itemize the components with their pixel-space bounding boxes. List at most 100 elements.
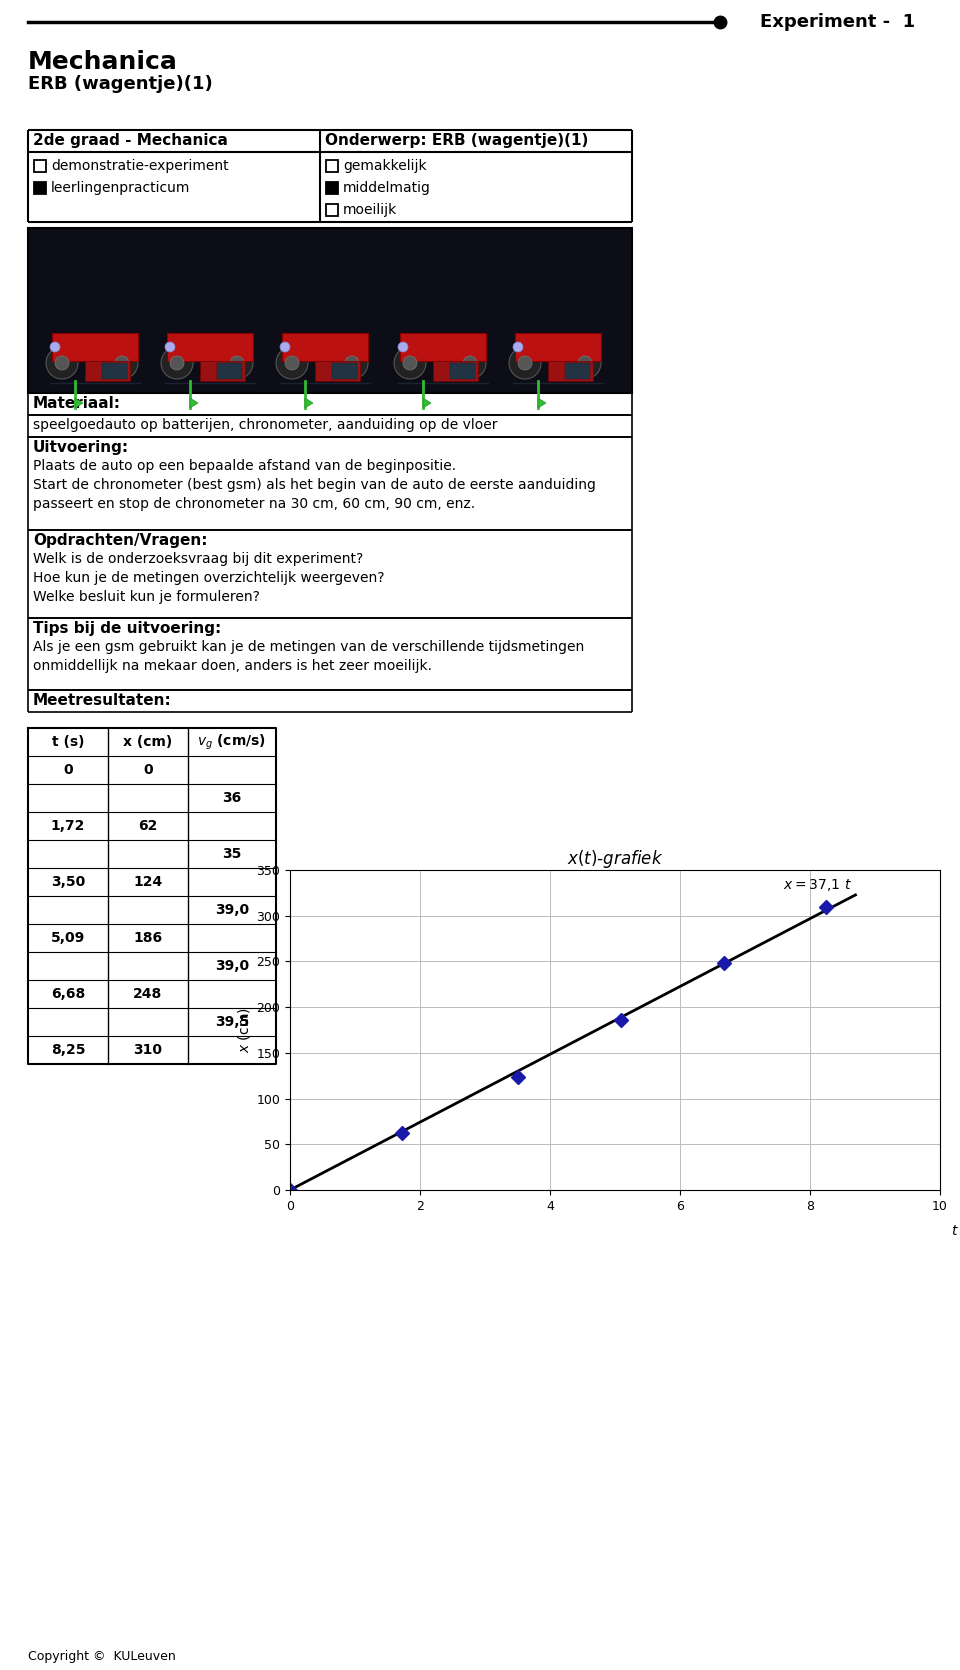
Bar	[326, 204, 338, 215]
Circle shape	[509, 347, 541, 379]
Text: 124: 124	[133, 875, 162, 888]
Bar	[326, 160, 338, 172]
Text: $t$ (s): $t$ (s)	[950, 1222, 960, 1237]
Text: Hoe kun je de metingen overzichtelijk weergeven?: Hoe kun je de metingen overzichtelijk we…	[33, 571, 385, 584]
Circle shape	[336, 347, 368, 379]
Text: 310: 310	[133, 1044, 162, 1057]
Bar	[315, 361, 360, 381]
Text: 248: 248	[133, 987, 162, 1000]
Circle shape	[106, 347, 138, 379]
Text: $x(t)$-grafiek: $x(t)$-grafiek	[567, 848, 663, 870]
Bar	[34, 182, 46, 194]
Text: Uitvoering:: Uitvoering:	[33, 439, 130, 454]
Bar	[28, 229, 632, 392]
Circle shape	[454, 347, 486, 379]
Circle shape	[463, 356, 477, 371]
Bar	[565, 362, 590, 379]
Text: leerlingenpracticum: leerlingenpracticum	[51, 180, 190, 195]
Text: 3,50: 3,50	[51, 875, 85, 888]
Circle shape	[403, 356, 417, 371]
Bar	[167, 332, 253, 361]
Text: $v_g$ (cm/s): $v_g$ (cm/s)	[198, 733, 267, 752]
Text: Mechanica: Mechanica	[28, 50, 178, 73]
Circle shape	[345, 356, 359, 371]
Text: 8,25: 8,25	[51, 1044, 85, 1057]
Circle shape	[578, 356, 592, 371]
Circle shape	[285, 356, 299, 371]
Bar	[326, 182, 338, 194]
Circle shape	[161, 347, 193, 379]
Polygon shape	[75, 397, 83, 407]
Polygon shape	[190, 397, 198, 407]
Text: 1,72: 1,72	[51, 818, 85, 833]
Bar	[548, 361, 593, 381]
Text: 39,0: 39,0	[215, 903, 249, 917]
Bar	[217, 362, 242, 379]
Bar	[34, 160, 46, 172]
Text: t (s): t (s)	[52, 735, 84, 750]
Text: Als je een gsm gebruikt kan je de metingen van de verschillende tijdsmetingen: Als je een gsm gebruikt kan je de meting…	[33, 640, 585, 655]
Text: moeilijk: moeilijk	[343, 204, 397, 217]
Text: demonstratie-experiment: demonstratie-experiment	[51, 159, 228, 174]
Text: Plaats de auto op een bepaalde afstand van de beginpositie.: Plaats de auto op een bepaalde afstand v…	[33, 459, 456, 473]
Text: Start de chronometer (best gsm) als het begin van de auto de eerste aanduiding: Start de chronometer (best gsm) als het …	[33, 478, 596, 493]
Circle shape	[165, 342, 175, 352]
Bar	[52, 332, 138, 361]
Text: gemakkelijk: gemakkelijk	[343, 159, 426, 174]
Text: 0: 0	[143, 763, 153, 777]
Text: 0: 0	[63, 763, 73, 777]
Text: Tips bij de uitvoering:: Tips bij de uitvoering:	[33, 621, 221, 636]
Text: 186: 186	[133, 930, 162, 945]
Text: 35: 35	[223, 847, 242, 862]
Text: onmiddellijk na mekaar doen, anders is het zeer moeilijk.: onmiddellijk na mekaar doen, anders is h…	[33, 660, 432, 673]
Circle shape	[230, 356, 244, 371]
Text: passeert en stop de chronometer na 30 cm, 60 cm, 90 cm, enz.: passeert en stop de chronometer na 30 cm…	[33, 498, 475, 511]
Circle shape	[46, 347, 78, 379]
Text: 36: 36	[223, 792, 242, 805]
Text: Materiaal:: Materiaal:	[33, 396, 121, 411]
Text: Opdrachten/Vragen:: Opdrachten/Vragen:	[33, 533, 207, 548]
Circle shape	[55, 356, 69, 371]
Bar	[200, 361, 245, 381]
Circle shape	[221, 347, 253, 379]
Text: ERB (wagentje)(1): ERB (wagentje)(1)	[28, 75, 213, 94]
Text: middelmatig: middelmatig	[343, 180, 431, 195]
Bar	[400, 332, 486, 361]
Bar	[85, 361, 130, 381]
Text: $x = 37{,}1\ t$: $x = 37{,}1\ t$	[783, 877, 852, 893]
Text: 6,68: 6,68	[51, 987, 85, 1000]
Bar	[282, 332, 368, 361]
Bar	[332, 362, 357, 379]
Polygon shape	[423, 397, 431, 407]
Text: x (cm): x (cm)	[124, 735, 173, 750]
Text: Welk is de onderzoeksvraag bij dit experiment?: Welk is de onderzoeksvraag bij dit exper…	[33, 553, 363, 566]
Bar	[515, 332, 601, 361]
Circle shape	[394, 347, 426, 379]
Text: Welke besluit kun je formuleren?: Welke besluit kun je formuleren?	[33, 590, 260, 605]
Polygon shape	[538, 397, 546, 407]
Text: 5,09: 5,09	[51, 930, 85, 945]
Circle shape	[280, 342, 290, 352]
Circle shape	[276, 347, 308, 379]
Text: Onderwerp: ERB (wagentje)(1): Onderwerp: ERB (wagentje)(1)	[325, 134, 588, 149]
Text: 39,5: 39,5	[215, 1015, 250, 1029]
Circle shape	[518, 356, 532, 371]
Bar	[433, 361, 478, 381]
Circle shape	[50, 342, 60, 352]
Y-axis label: $x$ (cm): $x$ (cm)	[236, 1007, 252, 1052]
Circle shape	[569, 347, 601, 379]
Text: Meetresultaten:: Meetresultaten:	[33, 693, 172, 708]
Text: 62: 62	[138, 818, 157, 833]
Polygon shape	[305, 397, 313, 407]
Text: 39,0: 39,0	[215, 959, 249, 974]
Bar	[450, 362, 475, 379]
Text: speelgoedauto op batterijen, chronometer, aanduiding op de vloer: speelgoedauto op batterijen, chronometer…	[33, 418, 497, 433]
Text: Copyright ©  KULeuven: Copyright © KULeuven	[28, 1650, 176, 1663]
Circle shape	[513, 342, 523, 352]
Circle shape	[115, 356, 129, 371]
Text: 2de graad - Mechanica: 2de graad - Mechanica	[33, 134, 228, 149]
Circle shape	[398, 342, 408, 352]
Text: Experiment -  1: Experiment - 1	[760, 13, 915, 32]
Bar	[102, 362, 127, 379]
Circle shape	[170, 356, 184, 371]
